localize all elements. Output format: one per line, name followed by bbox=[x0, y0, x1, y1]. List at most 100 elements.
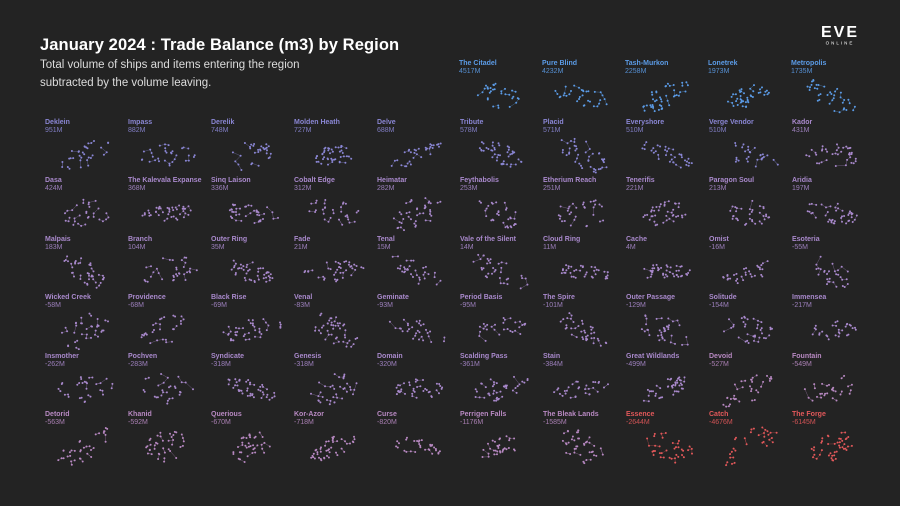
region-name: Kor-Azor bbox=[294, 411, 324, 418]
region-name: Verge Vendor bbox=[709, 118, 754, 126]
region-name: Heimatar bbox=[377, 177, 407, 184]
region-value: 336M bbox=[211, 185, 229, 192]
region-molden-heath: Molden Heath 727M bbox=[294, 119, 374, 175]
region-value: 35M bbox=[211, 243, 225, 251]
region-value: -718M bbox=[294, 419, 314, 426]
region-metropolis: Metropolis 1735M bbox=[791, 60, 871, 116]
region-pure-blind: Pure Blind 4232M bbox=[542, 60, 622, 116]
region-map-icon bbox=[806, 79, 856, 114]
region-name: Catch bbox=[709, 411, 729, 418]
region-name: Providence bbox=[128, 294, 166, 301]
region-value: -93M bbox=[377, 302, 393, 309]
region-omist: Omist -16M bbox=[709, 236, 789, 292]
region-domain: Domain -320M bbox=[377, 353, 457, 409]
region-name: Wicked Creek bbox=[45, 294, 91, 301]
region-sinq-laison: Sinq Laison 336M bbox=[211, 177, 291, 233]
region-tenal: Tenal 15M bbox=[377, 236, 457, 292]
region-map-icon bbox=[472, 253, 529, 289]
region-malpais: Malpais 183M bbox=[45, 236, 125, 292]
region-detorid: Detorid -563M bbox=[45, 411, 125, 467]
region-value: -2644M bbox=[626, 419, 650, 426]
region-syndicate: Syndicate -318M bbox=[211, 353, 291, 409]
region-kador: Kador 431M bbox=[792, 119, 872, 175]
region-venal: Venal -83M bbox=[294, 294, 374, 350]
region-value: 221M bbox=[626, 185, 644, 192]
region-value: 1735M bbox=[791, 68, 813, 75]
region-value: 183M bbox=[45, 243, 63, 251]
region-name: Aridia bbox=[792, 177, 812, 184]
region-etherium-reach: Etherium Reach 251M bbox=[543, 177, 623, 233]
region-value: 1973M bbox=[708, 68, 730, 75]
region-map-icon bbox=[561, 429, 604, 465]
region-black-rise: Black Rise -69M bbox=[211, 294, 291, 350]
region-value: 197M bbox=[792, 185, 810, 192]
region-map-icon bbox=[314, 312, 359, 348]
region-insmother: Insmother -262M bbox=[45, 353, 125, 409]
region-name: Sinq Laison bbox=[211, 177, 251, 184]
region-esoteria: Esoteria -55M bbox=[792, 236, 872, 292]
region-map-icon bbox=[554, 84, 608, 108]
region-map-icon bbox=[222, 318, 282, 342]
region-value: 882M bbox=[128, 126, 146, 134]
region-name: Genesis bbox=[294, 352, 322, 360]
region-map-icon bbox=[734, 141, 779, 167]
region-map-icon bbox=[140, 314, 185, 345]
region-feythabolis: Feythabolis 253M bbox=[460, 177, 540, 233]
region-outer-passage: Outer Passage -129M bbox=[626, 294, 706, 350]
region-heimatar: Heimatar 282M bbox=[377, 177, 457, 233]
region-value: -592M bbox=[128, 419, 148, 426]
region-placid: Placid 571M bbox=[543, 119, 623, 175]
region-map-icon bbox=[640, 314, 689, 346]
region-map-icon bbox=[723, 315, 773, 344]
region-name: Metropolis bbox=[791, 60, 827, 67]
region-name: Deklein bbox=[45, 118, 70, 126]
region-immensea: Immensea -217M bbox=[792, 294, 872, 350]
region-name: The Bleak Lands bbox=[543, 411, 599, 418]
region-map-icon bbox=[232, 431, 271, 463]
region-name: Outer Ring bbox=[211, 235, 248, 243]
region-name: Querious bbox=[211, 411, 242, 418]
region-cache: Cache 4M bbox=[626, 236, 706, 292]
region-value: -563M bbox=[45, 419, 65, 426]
region-the-forge: The Forge -6145M bbox=[792, 411, 872, 467]
region-map-icon bbox=[64, 198, 110, 227]
region-stain: Stain -384M bbox=[543, 353, 623, 409]
region-value: 21M bbox=[294, 243, 308, 251]
region-map-icon bbox=[560, 137, 608, 173]
region-value: -16M bbox=[709, 243, 725, 251]
region-value: -384M bbox=[543, 360, 563, 368]
region-the-citadel: The Citadel 4517M bbox=[459, 60, 539, 116]
region-name: Lonetrek bbox=[708, 60, 738, 67]
region-name: Immensea bbox=[792, 294, 827, 301]
region-map-icon bbox=[142, 372, 194, 405]
region-map-icon bbox=[810, 431, 853, 462]
region-value: 4M bbox=[626, 243, 636, 251]
region-name: Pochven bbox=[128, 352, 158, 360]
region-scalding-pass: Scalding Pass -361M bbox=[460, 353, 540, 409]
region-value: -1176M bbox=[460, 419, 484, 426]
region-name: Pure Blind bbox=[542, 60, 578, 67]
region-essence: Essence -2644M bbox=[626, 411, 706, 467]
region-map-icon bbox=[805, 142, 857, 167]
region-name: Period Basis bbox=[460, 294, 503, 301]
region-name: Vale of the Silent bbox=[460, 235, 517, 243]
region-value: 2258M bbox=[625, 68, 647, 75]
region-map-icon bbox=[815, 255, 849, 288]
region-name: Derelik bbox=[211, 118, 235, 126]
region-catch: Catch -4676M bbox=[709, 411, 789, 467]
region-map-icon bbox=[61, 139, 110, 170]
region-name: Syndicate bbox=[211, 352, 245, 360]
chart-subtitle-line-1: Total volume of ships and items entering… bbox=[40, 59, 300, 71]
region-name: Geminate bbox=[377, 294, 409, 301]
region-derelik: Derelik 748M bbox=[211, 119, 291, 175]
region-name: Tash-Murkon bbox=[625, 60, 669, 67]
region-value: 424M bbox=[45, 185, 63, 192]
region-map-icon bbox=[145, 430, 185, 463]
region-value: 282M bbox=[377, 185, 395, 192]
region-map-icon bbox=[392, 197, 442, 232]
region-value: -361M bbox=[460, 360, 480, 368]
region-value: 368M bbox=[128, 185, 146, 192]
region-value: -6145M bbox=[792, 419, 816, 426]
region-map-icon bbox=[642, 375, 686, 402]
